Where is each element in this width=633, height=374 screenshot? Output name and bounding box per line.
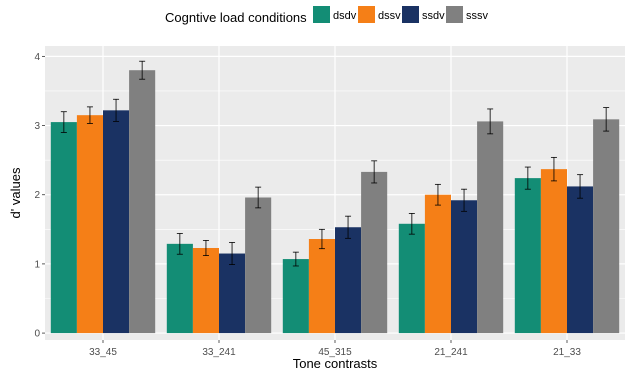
errorbar-dssv-21_241 <box>434 183 441 206</box>
legend-swatch <box>358 6 375 23</box>
legend-label: dsdv <box>333 10 357 22</box>
legend-label: sssv <box>466 10 489 22</box>
errorbar-ssdv-45_315 <box>345 215 352 239</box>
errorbar-sssv-45_315 <box>371 160 378 184</box>
bar-dssv-45_315 <box>308 239 335 334</box>
errorbar-dssv-33_241 <box>202 239 209 257</box>
bar-ssdv-21_33 <box>567 186 594 334</box>
bar-ssdv-45_315 <box>335 227 362 334</box>
x-tick-label: 21_33 <box>553 347 581 358</box>
x-tick-label: 21_241 <box>434 347 468 358</box>
y-tick-label: 1 <box>34 259 40 270</box>
x-axis: 33_45 33_241 45_315 21_241 21_33 <box>89 340 581 358</box>
legend: Cogntive load conditions dsdv dssv ssdv sss… <box>165 6 489 25</box>
errorbar-dsdv-21_33 <box>524 166 531 190</box>
errorbar-sssv-33_45 <box>139 60 146 80</box>
legend-title: Cogntive load conditions <box>165 10 307 25</box>
y-tick-label: 2 <box>34 190 40 201</box>
errorbar-dsdv-33_45 <box>60 111 67 133</box>
bar-dsdv-21_33 <box>514 178 541 334</box>
errorbar-ssdv-21_33 <box>577 174 584 199</box>
x-tick-label: 45_315 <box>318 347 352 358</box>
bar-ssdv-33_241 <box>219 253 246 334</box>
errorbar-dsdv-33_241 <box>176 233 183 255</box>
bars <box>50 70 620 334</box>
bar-ssdv-33_45 <box>103 110 130 334</box>
errorbar-dssv-21_33 <box>550 156 557 182</box>
x-tick-label: 33_45 <box>89 347 117 358</box>
errorbar-sssv-21_33 <box>603 107 610 132</box>
bar-dsdv-21_241 <box>398 223 425 334</box>
legend-label: ssdv <box>422 10 445 22</box>
bar-dssv-33_241 <box>192 247 219 334</box>
legend-swatch <box>313 6 330 23</box>
bar-dssv-21_33 <box>540 169 567 334</box>
bar-dsdv-33_45 <box>50 122 77 334</box>
bar-dssv-21_241 <box>424 194 451 334</box>
errorbar-dsdv-21_241 <box>408 213 415 235</box>
legend-item-dssv: dssv <box>358 6 401 23</box>
bar-sssv-33_45 <box>129 70 156 334</box>
errorbar-sssv-33_241 <box>255 186 262 209</box>
errorbar-ssdv-33_45 <box>113 98 120 122</box>
errorbar-ssdv-21_241 <box>461 188 468 212</box>
bar-sssv-21_241 <box>477 121 504 334</box>
y-tick-label: 3 <box>34 121 40 132</box>
legend-item-dsdv: dsdv <box>313 6 357 23</box>
errorbar-sssv-21_241 <box>487 108 494 135</box>
errorbar-dssv-33_45 <box>86 106 93 124</box>
bar-dssv-33_45 <box>76 115 103 334</box>
legend-item-sssv: sssv <box>446 6 489 23</box>
legend-swatch <box>402 6 419 23</box>
bar-ssdv-21_241 <box>451 200 478 334</box>
errorbar-dsdv-45_315 <box>292 251 299 267</box>
errorbar-ssdv-33_241 <box>229 242 236 265</box>
bar-sssv-45_315 <box>361 171 388 334</box>
y-axis-title: d' values <box>8 167 23 218</box>
x-tick-label: 33_241 <box>202 347 236 358</box>
legend-label: dssv <box>378 10 401 22</box>
errorbar-dssv-45_315 <box>318 228 325 250</box>
bar-dsdv-45_315 <box>282 259 309 334</box>
x-axis-title: Tone contrasts <box>293 356 378 371</box>
bar-sssv-21_33 <box>593 119 620 334</box>
bar-dsdv-33_241 <box>166 243 193 334</box>
y-tick-label: 4 <box>34 52 40 63</box>
legend-item-ssdv: ssdv <box>402 6 445 23</box>
bar-sssv-33_241 <box>245 197 272 334</box>
y-axis: 0 1 2 3 4 <box>34 52 45 340</box>
y-tick-label: 0 <box>34 329 40 340</box>
legend-swatch <box>446 6 463 23</box>
error-bars <box>60 60 610 267</box>
